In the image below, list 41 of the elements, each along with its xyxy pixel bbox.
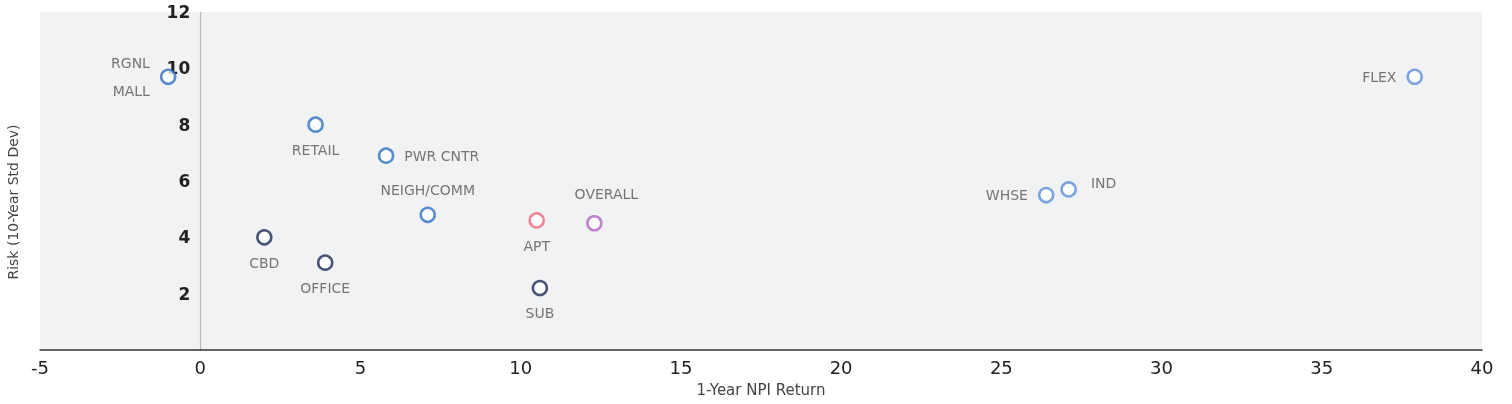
- x-tick-label: 20: [829, 356, 853, 378]
- series-label: RETAIL: [291, 141, 340, 158]
- x-tick-label: 10: [509, 356, 533, 378]
- series-label: CBD: [249, 254, 280, 271]
- y-axis-title: Risk (10-Year Std Dev): [5, 124, 21, 280]
- x-tick-label: -5: [31, 356, 49, 378]
- point: [419, 206, 436, 224]
- series-label: FLEX: [1362, 68, 1397, 85]
- y-tick-label: 4: [178, 227, 191, 248]
- point: [256, 229, 273, 246]
- y-tick-label: 8: [178, 114, 191, 135]
- series-label: APT: [523, 237, 551, 254]
- x-tick-label: 25: [989, 356, 1013, 378]
- point: [528, 212, 545, 229]
- series-label: IND: [1090, 175, 1117, 192]
- point: [377, 147, 395, 164]
- y-tick-label: 2: [178, 283, 191, 304]
- series-label: SUB: [525, 305, 555, 322]
- point: [531, 279, 549, 297]
- x-tick-label: 15: [669, 356, 693, 378]
- series-label: OVERALL: [574, 186, 639, 202]
- point: [1060, 181, 1077, 198]
- x-tick-label: 35: [1310, 356, 1334, 378]
- point: [1406, 68, 1423, 86]
- point: [586, 215, 603, 232]
- x-axis-title: 1-Year NPI Return: [696, 380, 826, 399]
- point: [307, 116, 324, 133]
- x-tick-label: 30: [1150, 356, 1174, 378]
- x-tick-label: 5: [354, 356, 367, 378]
- series-label: PWR CNTR: [404, 147, 480, 164]
- y-tick-label: 10: [166, 58, 191, 79]
- x-tick-label: 0: [194, 356, 206, 378]
- series-label: RGNL MALL: [111, 54, 151, 99]
- series-label: WHSE: [985, 187, 1028, 204]
- y-tick-label: 12: [166, 2, 191, 22]
- x-tick-label: 40: [1470, 356, 1494, 378]
- point: [1037, 186, 1055, 204]
- point: [316, 254, 334, 271]
- series-label: OFFICE: [300, 279, 351, 296]
- series-label: NEIGH/COMM: [380, 181, 475, 198]
- y-tick-label: 6: [178, 171, 191, 191]
